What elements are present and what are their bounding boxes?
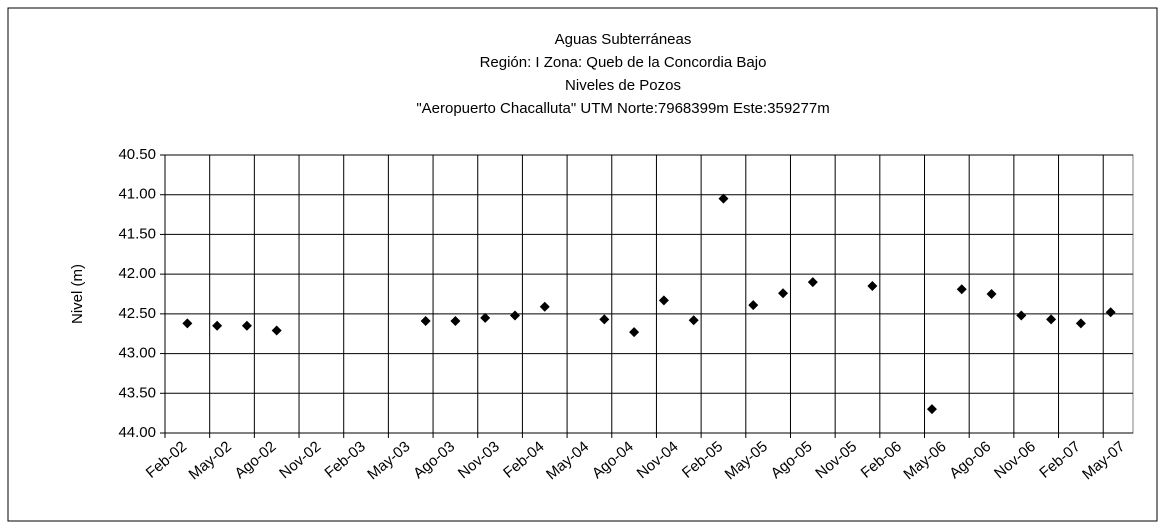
- data-point: [1016, 310, 1027, 321]
- data-point: [212, 320, 223, 331]
- y-tick-label: 44.00: [118, 424, 156, 441]
- data-point: [1105, 307, 1116, 318]
- y-tick-label: 40.50: [118, 146, 156, 163]
- data-point: [1075, 318, 1086, 329]
- y-axis-label: Nivel (m): [69, 264, 86, 324]
- y-tick-label: 43.00: [118, 345, 156, 362]
- data-point: [629, 327, 640, 338]
- chart-title: Aguas Subterráneas: [555, 31, 692, 48]
- data-point: [271, 325, 282, 336]
- plot-area: [164, 154, 1134, 434]
- data-point: [539, 301, 550, 312]
- data-point: [956, 284, 967, 295]
- chart-title: Niveles de Pozos: [565, 77, 681, 94]
- data-point: [867, 281, 878, 292]
- data-point: [450, 316, 461, 327]
- data-point: [926, 404, 937, 415]
- data-point: [599, 314, 610, 325]
- data-point: [688, 315, 699, 326]
- data-point: [509, 310, 520, 321]
- data-point: [182, 318, 193, 329]
- data-point: [718, 193, 729, 204]
- y-tick-label: 43.50: [118, 384, 156, 401]
- data-point: [1046, 314, 1057, 325]
- y-tick-label: 42.50: [118, 305, 156, 322]
- chart-title: Región: I Zona: Queb de la Concordia Baj…: [480, 54, 767, 71]
- y-tick-label: 42.00: [118, 265, 156, 282]
- data-point: [807, 277, 818, 288]
- data-point: [658, 295, 669, 306]
- data-point: [986, 289, 997, 299]
- data-point: [480, 312, 491, 323]
- y-tick-label: 41.00: [118, 186, 156, 203]
- y-tick-label: 41.50: [118, 225, 156, 242]
- data-point: [748, 300, 759, 311]
- chart-title: "Aeropuerto Chacalluta" UTM Norte:796839…: [416, 100, 829, 117]
- data-point: [420, 316, 431, 327]
- data-point: [241, 320, 252, 331]
- data-point: [778, 288, 789, 299]
